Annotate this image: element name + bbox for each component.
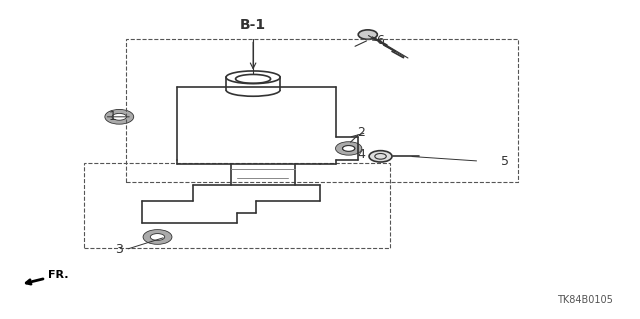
Wedge shape [143,230,172,244]
Circle shape [358,30,378,39]
Text: 1: 1 [109,110,117,123]
Wedge shape [105,110,133,124]
Text: FR.: FR. [26,270,69,284]
Text: 6: 6 [376,34,385,48]
Text: 2: 2 [358,126,365,139]
Circle shape [369,151,392,162]
Text: TK84B0105: TK84B0105 [557,295,613,305]
Bar [84,163,390,248]
Text: 3: 3 [115,243,124,256]
Text: B-1: B-1 [240,18,266,32]
Text: 5: 5 [500,155,509,167]
Bar [125,39,518,182]
Wedge shape [336,142,362,155]
Text: 4: 4 [358,148,365,161]
